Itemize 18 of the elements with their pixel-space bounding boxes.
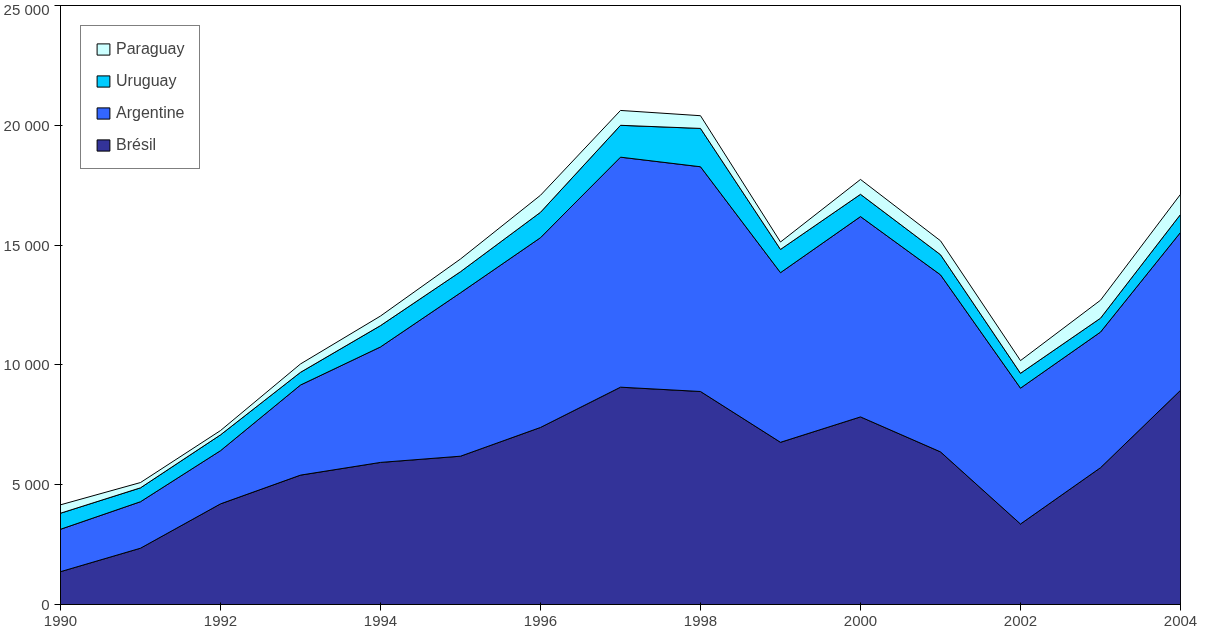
y-tick-label: 0 [41, 596, 50, 613]
y-tick-label: 10 000 [3, 356, 50, 374]
y-tick-label: 15 000 [3, 236, 50, 254]
legend-label: Uruguay [116, 72, 177, 90]
x-tick-label: 2002 [1003, 611, 1038, 629]
y-tick-label: 20 000 [3, 116, 50, 134]
x-tick-label: 1990 [43, 611, 78, 629]
y-tick-label: 5 000 [11, 476, 50, 494]
legend-label: Paraguay [116, 40, 185, 58]
x-tick-label: 2004 [1163, 611, 1198, 629]
y-tick-label: 25 000 [3, 0, 50, 18]
x-tick-label: 1996 [523, 611, 558, 629]
x-tick-label: 1992 [203, 611, 238, 629]
legend-label: Brésil [116, 136, 157, 154]
legend-label: Argentine [116, 104, 185, 122]
x-tick-label: 1998 [683, 611, 718, 629]
x-tick-label: 2000 [843, 611, 878, 629]
x-tick-label: 1994 [363, 611, 398, 629]
